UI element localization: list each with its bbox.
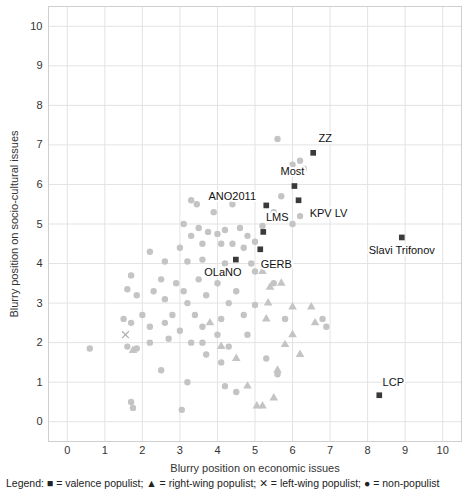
- svg-text:9: 9: [402, 444, 408, 456]
- svg-text:1: 1: [102, 444, 108, 456]
- svg-text:7: 7: [327, 444, 333, 456]
- svg-text:ANO2011: ANO2011: [209, 190, 257, 202]
- svg-text:Blurry position on economic is: Blurry position on economic issues: [170, 462, 340, 474]
- svg-text:2: 2: [36, 336, 42, 348]
- svg-text:KPV LV: KPV LV: [310, 207, 348, 219]
- svg-text:5: 5: [252, 444, 258, 456]
- svg-text:OLaNO: OLaNO: [204, 266, 242, 278]
- svg-text:4: 4: [36, 257, 42, 269]
- svg-text:6: 6: [289, 444, 295, 456]
- svg-text:5: 5: [36, 218, 42, 230]
- svg-text:Slavi Trifonov: Slavi Trifonov: [369, 244, 436, 256]
- svg-text:3: 3: [36, 297, 42, 309]
- svg-text:10: 10: [437, 444, 449, 456]
- svg-text:8: 8: [365, 444, 371, 456]
- svg-text:Blurry position on socio-cultu: Blurry position on socio-cultural issues: [8, 130, 20, 318]
- svg-text:2: 2: [139, 444, 145, 456]
- svg-text:8: 8: [36, 99, 42, 111]
- svg-text:GERB: GERB: [261, 258, 292, 270]
- svg-text:9: 9: [36, 59, 42, 71]
- svg-text:10: 10: [30, 20, 42, 32]
- html-text:Legend: ■ = valence populist;: Legend: ■ = valence populist; ▲ = right-…: [6, 477, 440, 489]
- svg-text:7: 7: [36, 138, 42, 150]
- svg-text:3: 3: [177, 444, 183, 456]
- svg-text:LCP: LCP: [383, 376, 404, 388]
- svg-text:ZZ: ZZ: [318, 132, 332, 144]
- svg-text:LMS: LMS: [266, 211, 289, 223]
- svg-text:Most: Most: [281, 165, 305, 177]
- svg-text:6: 6: [36, 178, 42, 190]
- svg-text:1: 1: [36, 376, 42, 388]
- svg-text:4: 4: [214, 444, 220, 456]
- svg-text:0: 0: [36, 415, 42, 427]
- svg-text:0: 0: [64, 444, 70, 456]
